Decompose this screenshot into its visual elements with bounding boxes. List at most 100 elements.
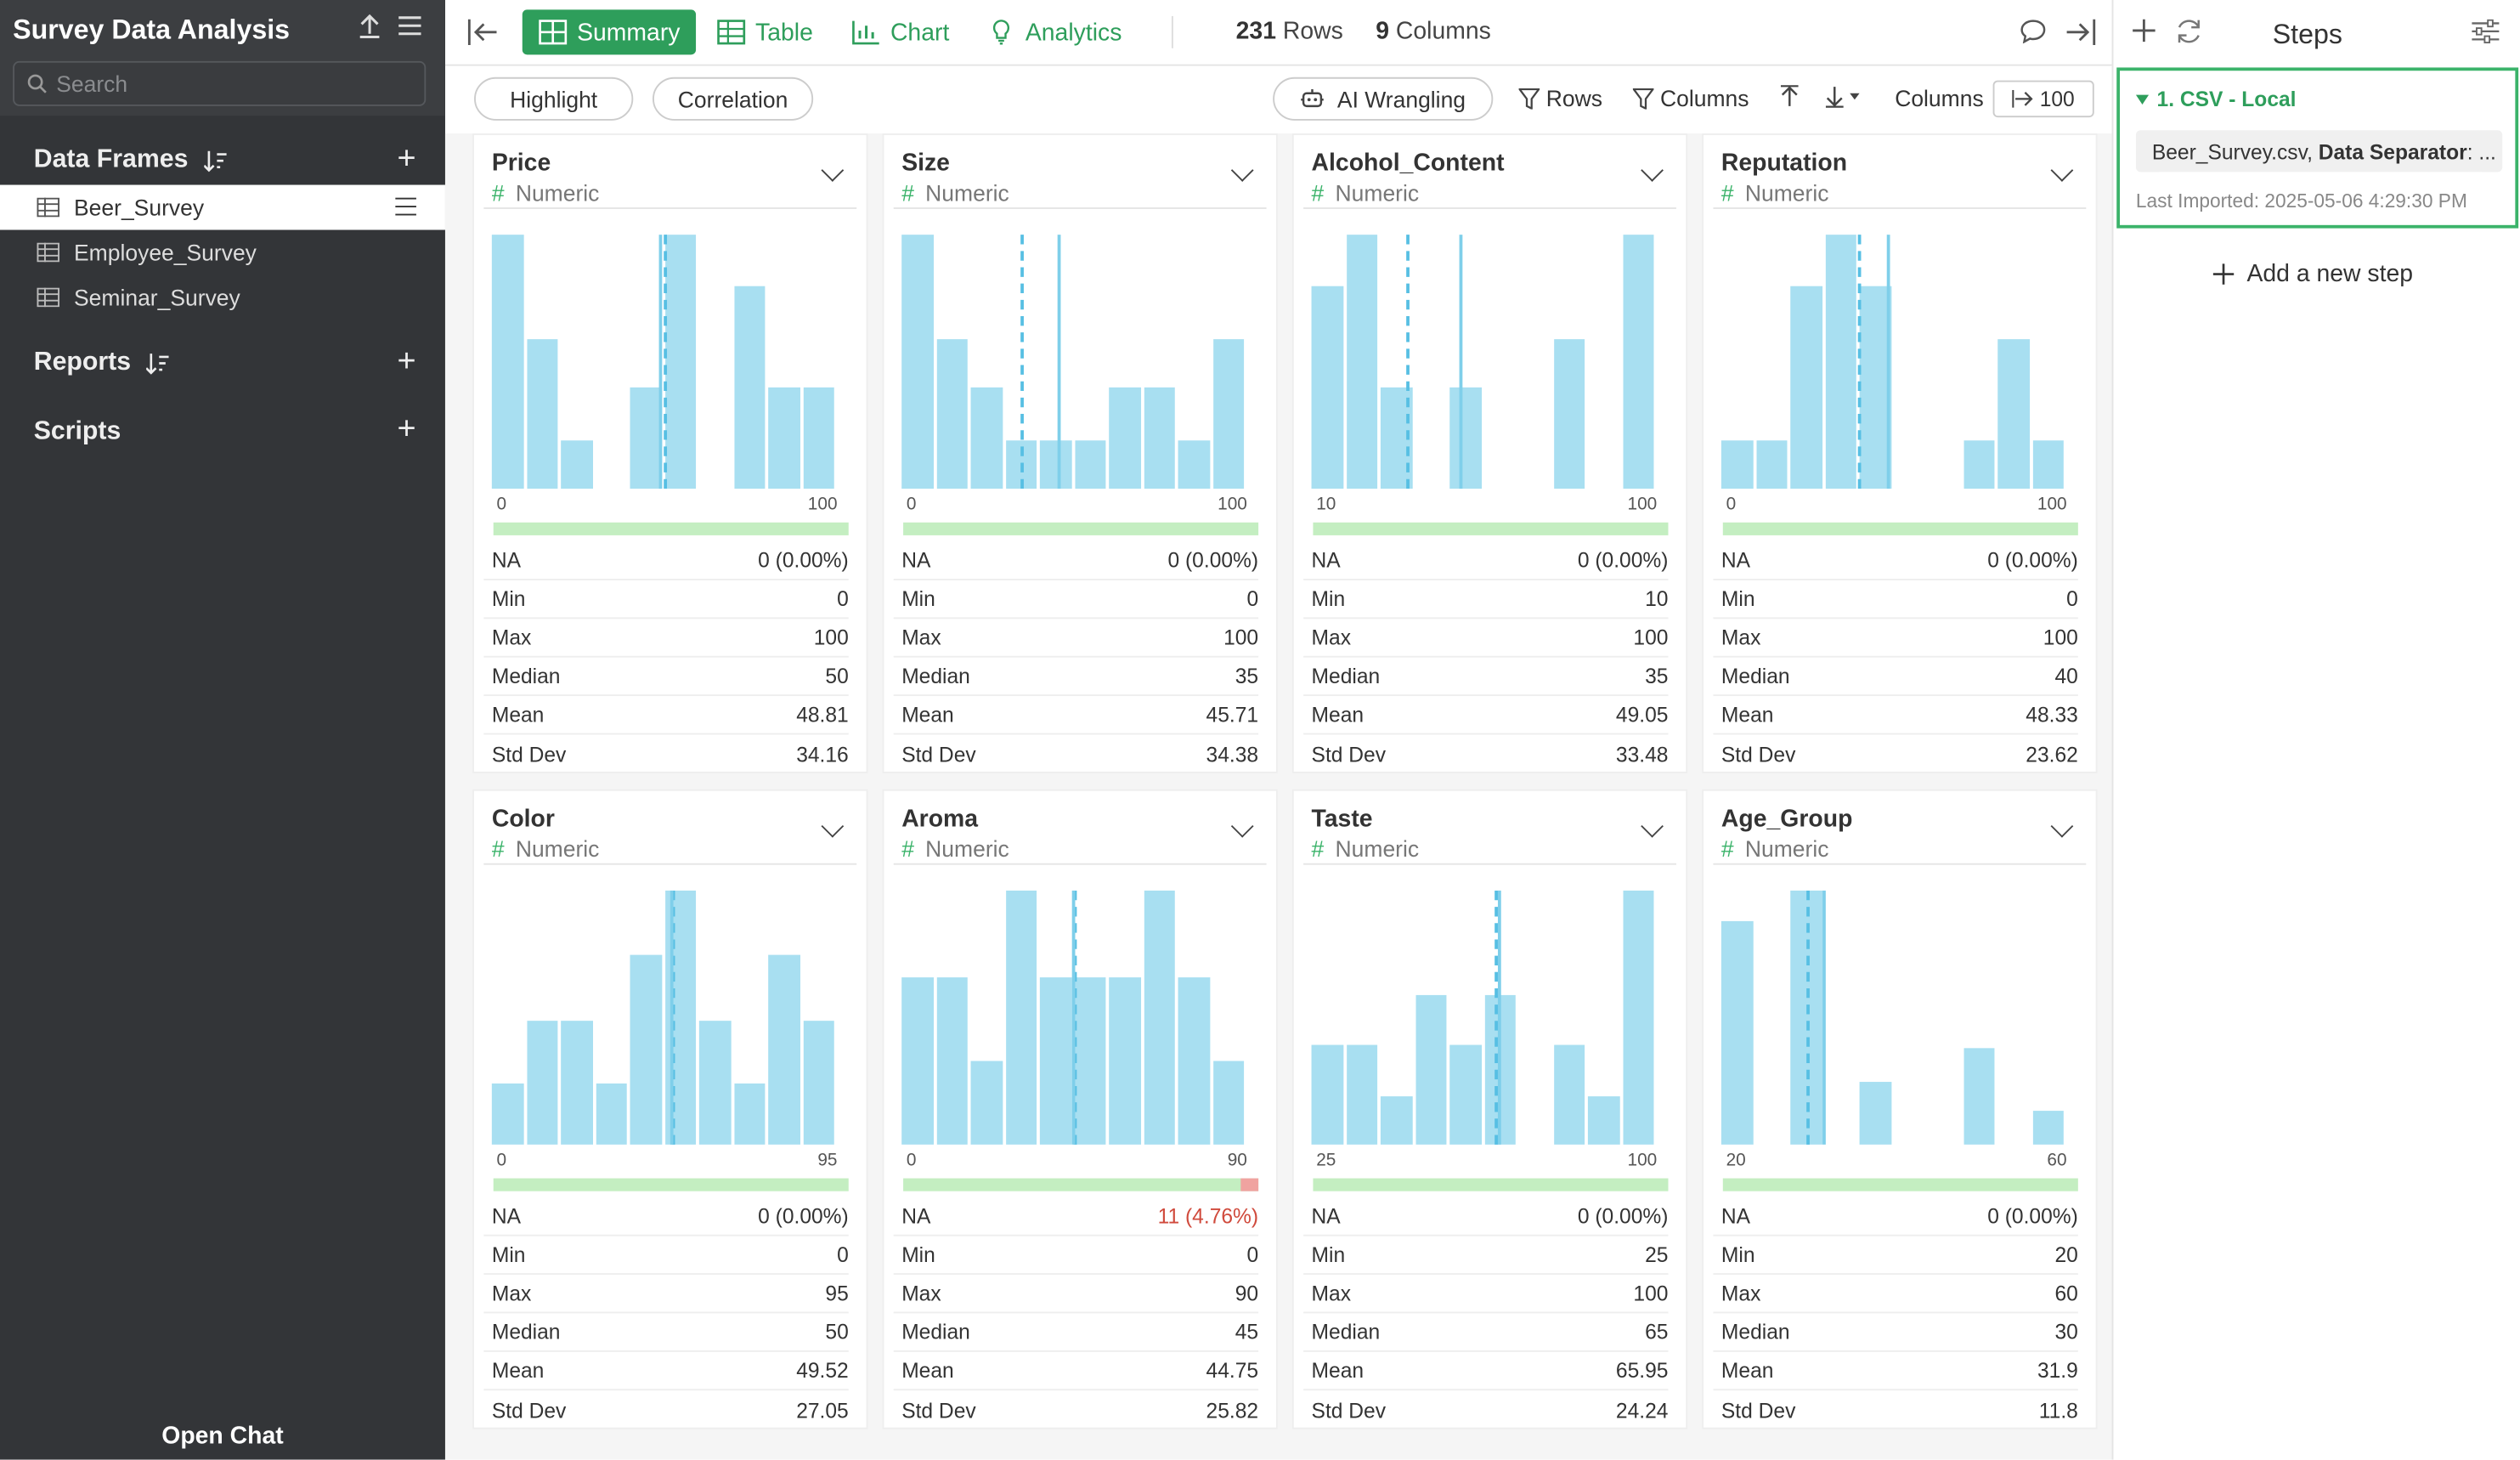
histogram-bar[interactable] [1143, 387, 1175, 489]
chevron-down-icon[interactable] [1230, 159, 1254, 182]
scripts-header[interactable]: Scripts [34, 418, 121, 447]
histogram-bar[interactable] [561, 440, 593, 489]
filter-columns-button[interactable]: Columns [1632, 85, 1749, 111]
filter-rows-button[interactable]: Rows [1518, 85, 1602, 111]
chevron-down-icon[interactable] [821, 814, 845, 838]
histogram-bar[interactable] [526, 1020, 558, 1145]
chevron-down-icon[interactable] [2050, 159, 2074, 182]
column-card[interactable]: Size # Numeric 0 100 NA 0 (0.00%) Min 0 Max 100 Med… [884, 134, 1276, 772]
histogram-bar[interactable] [935, 976, 968, 1145]
histogram-bar[interactable] [1622, 890, 1654, 1145]
histogram-bar[interactable] [1415, 994, 1447, 1145]
add-report-icon[interactable]: + [397, 343, 416, 380]
column-card[interactable]: Taste # Numeric 25 100 NA 0 (0.00%) Min 25 Max 100… [1293, 790, 1687, 1428]
reports-header[interactable]: Reports [34, 348, 170, 377]
histogram-bar[interactable] [1963, 440, 1995, 489]
menu-icon[interactable] [393, 13, 426, 45]
histogram-bar[interactable] [1963, 1048, 1995, 1145]
histogram[interactable] [1310, 224, 1656, 489]
histogram[interactable] [1310, 880, 1656, 1145]
histogram-bar[interactable] [1178, 440, 1210, 489]
histogram-bar[interactable] [2031, 440, 2064, 489]
chevron-down-icon[interactable] [1230, 814, 1254, 838]
tab-analytics[interactable]: Analytics [971, 9, 1139, 54]
histogram-bar[interactable] [1755, 440, 1788, 489]
histogram-bar[interactable] [1824, 235, 1856, 489]
histogram-bar[interactable] [491, 235, 523, 489]
collapse-right-icon[interactable] [2064, 18, 2096, 55]
histogram-bar[interactable] [1311, 285, 1343, 489]
add-script-icon[interactable]: + [397, 411, 416, 447]
histogram-bar[interactable] [595, 1084, 627, 1145]
data-frames-header[interactable]: Data Frames [34, 146, 227, 175]
histogram-bar[interactable] [1311, 1045, 1343, 1145]
data-frame-item[interactable]: Seminar_Survey [0, 274, 445, 320]
column-card[interactable]: Alcohol_Content # Numeric 10 100 NA 0 (0.00%) M… [1293, 134, 1687, 772]
histogram-bar[interactable] [1039, 976, 1071, 1145]
histogram-bar[interactable] [733, 1084, 766, 1145]
histogram-bar[interactable] [802, 1020, 834, 1145]
histogram-bar[interactable] [1790, 285, 1822, 489]
column-card[interactable]: Color # Numeric 0 95 NA 0 (0.00%) Min 0 Max 95 Medi… [474, 790, 867, 1428]
step-details[interactable]: Beer_Survey.csv, Data Separator: ... [2135, 130, 2503, 173]
histogram-bar[interactable] [901, 235, 934, 489]
histogram-bar[interactable] [1074, 440, 1106, 489]
histogram-bar[interactable] [1553, 1045, 1585, 1145]
histogram-bar[interactable] [1212, 1061, 1245, 1145]
upload-icon[interactable] [353, 13, 386, 45]
histogram-bar[interactable] [698, 1020, 731, 1145]
histogram-bar[interactable] [561, 1020, 593, 1145]
histogram-bar[interactable] [1178, 976, 1210, 1145]
chevron-down-icon[interactable] [821, 159, 845, 182]
column-card[interactable]: Price # Numeric 0 100 NA 0 (0.00%) Min 0 Max 100 Me… [474, 134, 867, 772]
histogram-bar[interactable] [1622, 235, 1654, 489]
histogram-bar[interactable] [526, 338, 558, 489]
column-card[interactable]: Age_Group # Numeric 20 60 NA 0 (0.00%) Min 20 Max… [1704, 790, 2096, 1428]
histogram-bar[interactable] [768, 954, 800, 1145]
add-new-step-button[interactable]: Add a new step [2212, 260, 2413, 288]
histogram[interactable] [900, 224, 1246, 489]
tab-table[interactable]: Table [701, 9, 829, 54]
collapse-left-icon[interactable] [467, 18, 500, 55]
columns-limit-input[interactable]: 100 [1992, 80, 2094, 118]
sort-icon[interactable] [204, 150, 227, 173]
histogram-bar[interactable] [1346, 235, 1378, 489]
histogram-bar[interactable] [768, 387, 800, 489]
histogram-bar[interactable] [1346, 1045, 1378, 1145]
histogram[interactable] [1720, 224, 2065, 489]
histogram-bar[interactable] [1212, 338, 1245, 489]
chevron-down-icon[interactable] [2050, 814, 2074, 838]
histogram-bar[interactable] [1449, 387, 1482, 489]
histogram-bar[interactable] [1587, 1096, 1619, 1145]
histogram-bar[interactable] [1720, 920, 1753, 1145]
data-frame-item[interactable]: Employee_Survey [0, 229, 445, 274]
correlation-button[interactable]: Correlation [652, 76, 814, 121]
histogram-bar[interactable] [1074, 976, 1106, 1145]
histogram-bar[interactable] [1553, 338, 1585, 489]
add-data-frame-icon[interactable]: + [397, 141, 416, 178]
tab-chart[interactable]: Chart [836, 9, 966, 54]
histogram-bar[interactable] [802, 387, 834, 489]
histogram-bar[interactable] [733, 285, 766, 489]
sort-up-icon[interactable] [1780, 85, 1799, 107]
caret-down-icon[interactable] [2135, 94, 2150, 105]
search-box[interactable] [13, 60, 427, 106]
histogram-bar[interactable] [1859, 285, 1891, 489]
histogram-bar[interactable] [1997, 338, 2030, 489]
sort-down-icon[interactable] [1825, 85, 1862, 108]
histogram-bar[interactable] [2031, 1111, 2064, 1145]
histogram-bar[interactable] [901, 976, 934, 1145]
data-frame-item[interactable]: Beer_Survey [0, 184, 445, 230]
histogram-bar[interactable] [630, 954, 662, 1145]
histogram[interactable] [900, 880, 1246, 1145]
comment-icon[interactable] [2020, 20, 2046, 52]
histogram-bar[interactable] [664, 235, 697, 489]
highlight-button[interactable]: Highlight [474, 76, 634, 121]
histogram-bar[interactable] [630, 387, 662, 489]
histogram-bar[interactable] [1039, 440, 1071, 489]
add-step-icon[interactable] [2131, 18, 2156, 52]
histogram-bar[interactable] [1143, 890, 1175, 1145]
histogram-bar[interactable] [1380, 1096, 1412, 1145]
histogram-bar[interactable] [1005, 890, 1037, 1145]
column-card[interactable]: Reputation # Numeric 0 100 NA 0 (0.00%) Min 0 Max… [1704, 134, 2096, 772]
